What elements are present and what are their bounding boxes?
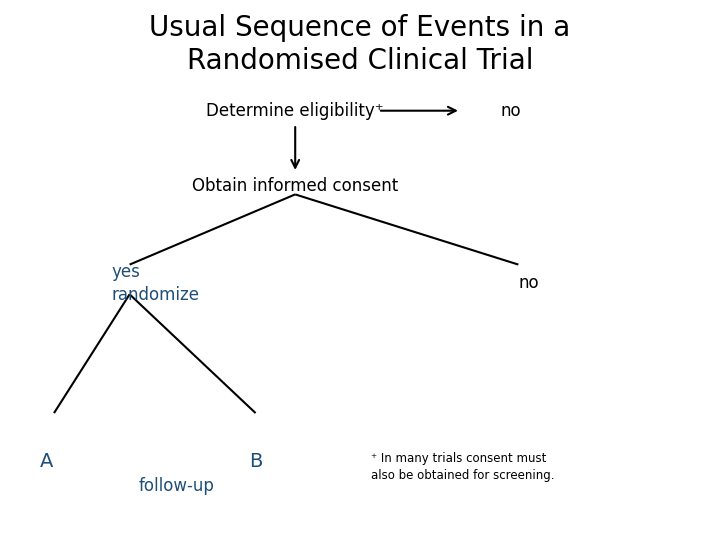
Text: no: no (518, 274, 539, 293)
Text: B: B (249, 452, 262, 471)
Text: Obtain informed consent: Obtain informed consent (192, 177, 398, 195)
Text: A: A (40, 452, 53, 471)
Text: Determine eligibility⁺: Determine eligibility⁺ (207, 102, 384, 120)
Text: yes
randomize: yes randomize (112, 262, 199, 305)
Text: ⁺ In many trials consent must
also be obtained for screening.: ⁺ In many trials consent must also be ob… (371, 452, 554, 482)
Text: Usual Sequence of Events in a
Randomised Clinical Trial: Usual Sequence of Events in a Randomised… (149, 14, 571, 75)
Text: follow-up: follow-up (138, 477, 215, 495)
Text: no: no (500, 102, 521, 120)
